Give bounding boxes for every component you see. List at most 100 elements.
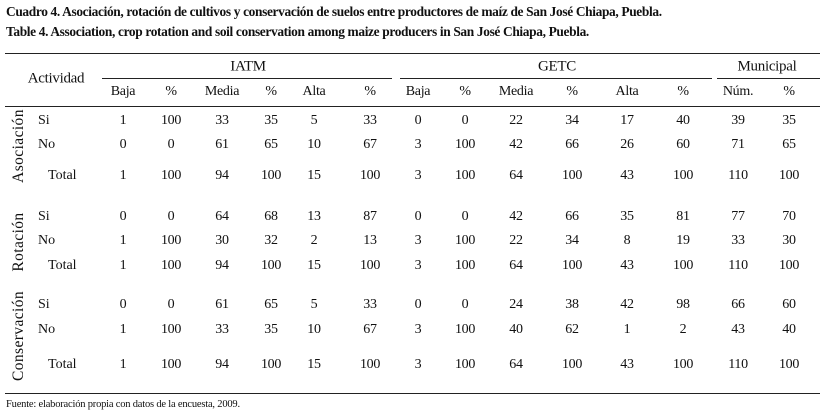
top-rule: [5, 53, 820, 54]
table-cell: 70: [782, 209, 796, 224]
column-header: %: [783, 84, 795, 99]
table-cell: 67: [363, 322, 377, 337]
table-cell: 0: [167, 137, 175, 152]
table-cell: 94: [215, 258, 229, 273]
caption-spanish: Cuadro 4. Asociación, rotación de cultiv…: [6, 4, 662, 19]
group-header: Municipal: [737, 58, 797, 75]
section-label: Conservación: [10, 290, 27, 382]
table-cell: 43: [620, 258, 634, 273]
table-cell: 65: [264, 137, 278, 152]
group-underline: [400, 78, 712, 79]
column-header: Alta: [615, 84, 639, 99]
table-cell: 3: [414, 258, 422, 273]
table-cell: 33: [363, 297, 377, 312]
section-label: Asociación: [10, 109, 27, 183]
table-cell: 34: [565, 113, 579, 128]
table-cell: 43: [620, 357, 634, 372]
table-cell: 1: [119, 322, 127, 337]
table-cell: 17: [620, 113, 634, 128]
table-cell: 35: [782, 113, 796, 128]
table-cell: 100: [160, 113, 182, 128]
table-cell: 100: [672, 168, 694, 183]
table-cell: 2: [679, 322, 687, 337]
table-cell: 38: [565, 297, 579, 312]
table-cell: 100: [561, 258, 583, 273]
row-label: No: [38, 137, 56, 152]
table-cell: 0: [461, 297, 469, 312]
table-cell: 65: [782, 137, 796, 152]
column-header: Alta: [302, 84, 326, 99]
table-cell: 19: [676, 233, 690, 248]
table-cell: 39: [731, 113, 745, 128]
table-cell: 100: [454, 137, 476, 152]
section-label: Rotación: [10, 212, 27, 272]
column-header: %: [459, 84, 471, 99]
table-cell: 0: [119, 137, 127, 152]
table-cell: 33: [731, 233, 745, 248]
table-cell: 100: [260, 258, 282, 273]
table-cell: 15: [307, 258, 321, 273]
row-label: Si: [38, 209, 50, 224]
table-cell: 61: [215, 137, 229, 152]
table-cell: 66: [565, 137, 579, 152]
table-cell: 100: [160, 322, 182, 337]
row-label: Total: [48, 168, 77, 183]
group-header: IATM: [230, 58, 266, 75]
table-cell: 22: [509, 113, 523, 128]
table-cell: 1: [119, 258, 127, 273]
column-header: Baja: [110, 84, 136, 99]
column-header: Baja: [405, 84, 431, 99]
table-cell: 35: [264, 113, 278, 128]
table-cell: 100: [454, 357, 476, 372]
table-cell: 64: [509, 168, 523, 183]
table-cell: 100: [160, 233, 182, 248]
table-cell: 30: [215, 233, 229, 248]
table-cell: 110: [728, 258, 748, 273]
group-underline: [717, 78, 820, 79]
row-label: Si: [38, 113, 50, 128]
table-cell: 71: [731, 137, 745, 152]
table-cell: 0: [414, 209, 422, 224]
table-cell: 60: [676, 137, 690, 152]
table-cell: 61: [215, 297, 229, 312]
table-cell: 100: [160, 357, 182, 372]
table-cell: 32: [264, 233, 278, 248]
column-header: %: [566, 84, 578, 99]
table-cell: 33: [363, 113, 377, 128]
column-header: Núm.: [722, 84, 754, 99]
row-label: Si: [38, 297, 50, 312]
table-cell: 64: [509, 357, 523, 372]
bottom-rule: [5, 393, 820, 394]
table-cell: 42: [509, 209, 523, 224]
table-cell: 10: [307, 322, 321, 337]
table-cell: 100: [359, 168, 381, 183]
column-header: %: [165, 84, 177, 99]
table-cell: 100: [260, 357, 282, 372]
table-cell: 35: [620, 209, 634, 224]
table-cell: 8: [623, 233, 631, 248]
table-cell: 13: [307, 209, 321, 224]
table-cell: 100: [672, 258, 694, 273]
table-cell: 77: [731, 209, 745, 224]
table-cell: 40: [509, 322, 523, 337]
table-cell: 100: [778, 258, 800, 273]
table-cell: 66: [731, 297, 745, 312]
header-rule: [5, 106, 820, 107]
table-cell: 81: [676, 209, 690, 224]
table-cell: 100: [359, 258, 381, 273]
column-header: %: [265, 84, 277, 99]
table-cell: 0: [167, 209, 175, 224]
table-cell: 26: [620, 137, 634, 152]
table-cell: 30: [782, 233, 796, 248]
table-cell: 100: [454, 322, 476, 337]
table-cell: 94: [215, 168, 229, 183]
table-cell: 5: [310, 113, 318, 128]
table-cell: 1: [119, 233, 127, 248]
table-cell: 3: [414, 168, 422, 183]
table-cell: 64: [509, 258, 523, 273]
table-cell: 100: [561, 357, 583, 372]
table-cell: 66: [565, 209, 579, 224]
table-cell: 94: [215, 357, 229, 372]
table-cell: 0: [461, 209, 469, 224]
column-header: %: [364, 84, 376, 99]
